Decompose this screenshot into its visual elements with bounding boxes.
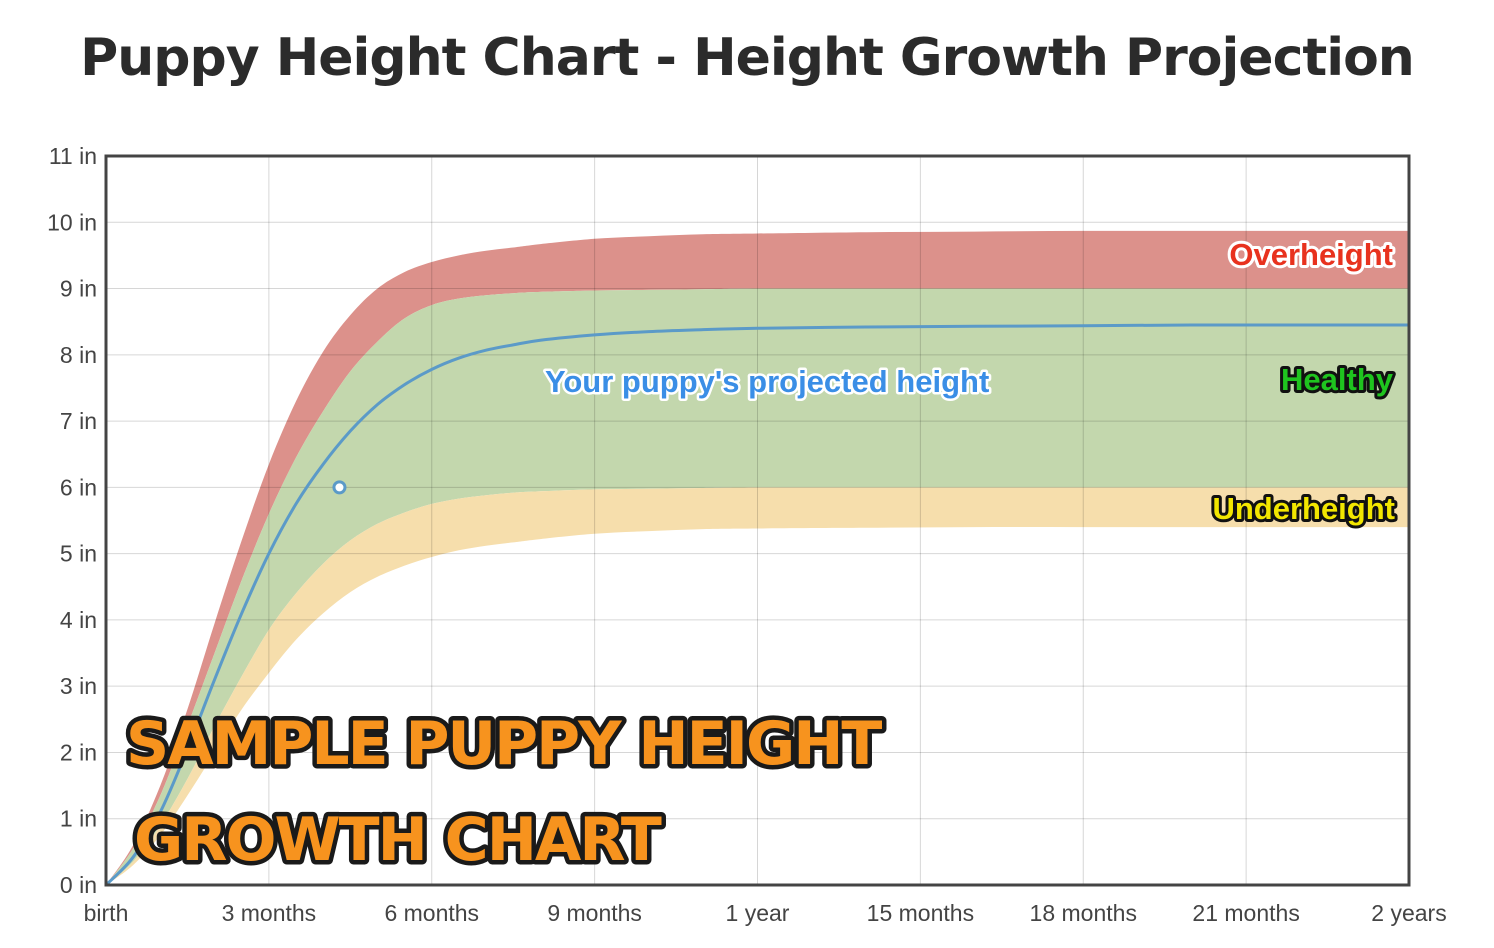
x-axis-ticks: birth 3 months 6 months 9 months 1 year 15 mo… bbox=[84, 900, 1447, 926]
x-tick-label: 18 months bbox=[1030, 900, 1137, 926]
projection-line-group bbox=[104, 323, 1409, 887]
overheight-label: Overheight bbox=[1229, 237, 1393, 272]
projected-height-label: Your puppy's projected height bbox=[545, 364, 989, 399]
underheight-label: Underheight bbox=[1212, 491, 1395, 526]
x-tick-label: birth bbox=[84, 900, 129, 926]
x-tick-label: 21 months bbox=[1192, 900, 1299, 926]
grid-lines bbox=[105, 155, 1410, 886]
sample-overlay-line-2: GROWTH CHART bbox=[134, 805, 662, 875]
y-tick-label: 3 in bbox=[60, 673, 97, 699]
y-tick-label: 8 in bbox=[60, 342, 97, 368]
y-tick-label: 2 in bbox=[60, 739, 97, 765]
y-tick-label: 11 in bbox=[49, 143, 97, 169]
zone-bands bbox=[106, 230, 1409, 885]
plot-frame bbox=[104, 154, 1411, 887]
y-tick-label: 10 in bbox=[47, 209, 97, 235]
y-tick-label: 9 in bbox=[60, 276, 97, 302]
y-tick-label: 5 in bbox=[60, 541, 97, 567]
x-tick-label: 1 year bbox=[726, 900, 790, 926]
y-tick-label: 7 in bbox=[60, 408, 97, 434]
sample-overlay-line-1: SAMPLE PUPPY HEIGHT bbox=[126, 709, 882, 779]
x-tick-label: 9 months bbox=[547, 900, 642, 926]
y-tick-label: 1 in bbox=[60, 806, 97, 832]
band-healthy bbox=[106, 288, 1409, 885]
x-tick-label: 15 months bbox=[867, 900, 974, 926]
y-tick-label: 6 in bbox=[60, 474, 97, 500]
healthy-label: Healthy bbox=[1281, 362, 1394, 397]
y-tick-label: 0 in bbox=[60, 872, 97, 898]
chart-title: Puppy Height Chart - Height Growth Proje… bbox=[80, 28, 1415, 88]
x-tick-label: 6 months bbox=[384, 900, 479, 926]
current-height-marker bbox=[332, 480, 347, 495]
x-tick-label: 2 years bbox=[1371, 900, 1446, 926]
x-tick-label: 3 months bbox=[222, 900, 317, 926]
y-tick-label: 4 in bbox=[60, 607, 97, 633]
y-axis-ticks: 0 in 1 in 2 in 3 in 4 in 5 in 6 in 7 in 8 in 9 in… bbox=[47, 143, 97, 898]
projected-height-line bbox=[104, 323, 1409, 887]
